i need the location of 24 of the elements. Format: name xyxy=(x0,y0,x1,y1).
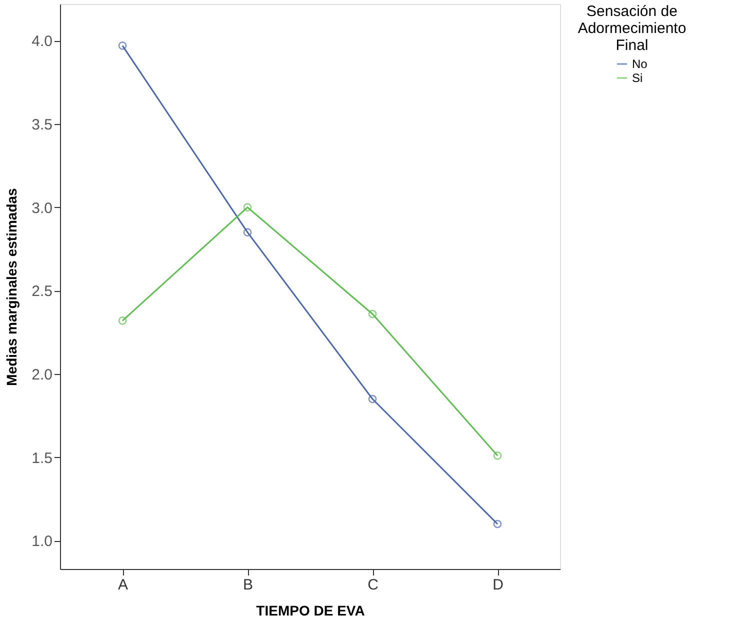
x-tick-label: C xyxy=(368,576,379,594)
point xyxy=(368,394,377,404)
y-tick-label: 1.5 xyxy=(32,450,52,467)
y-axis-title: Medias marginales estimadas xyxy=(4,188,20,386)
y-tick-label: 3.0 xyxy=(32,200,52,217)
x-tick-label: B xyxy=(242,576,254,594)
point xyxy=(493,520,502,528)
point xyxy=(243,203,252,212)
y-tick-label: 1.0 xyxy=(32,533,52,550)
point xyxy=(118,41,127,50)
point xyxy=(493,451,502,460)
x-tick-label: A xyxy=(118,576,128,594)
y-tick-label: 4.0 xyxy=(32,33,52,50)
point xyxy=(243,228,252,237)
x-axis-title: TIEMPO DE EVA xyxy=(256,602,365,618)
y-tick-label: 3.5 xyxy=(32,116,52,134)
y-tick-label: 2.0 xyxy=(32,366,52,384)
x-tick-label: D xyxy=(492,576,504,594)
point xyxy=(368,310,377,318)
legend-label: Si xyxy=(632,71,643,85)
legend-label: No xyxy=(632,57,648,71)
y-tick-label: 2.5 xyxy=(32,283,52,300)
legend-title: Sensación de Adormecimiento Final xyxy=(578,3,686,54)
point xyxy=(118,316,127,325)
